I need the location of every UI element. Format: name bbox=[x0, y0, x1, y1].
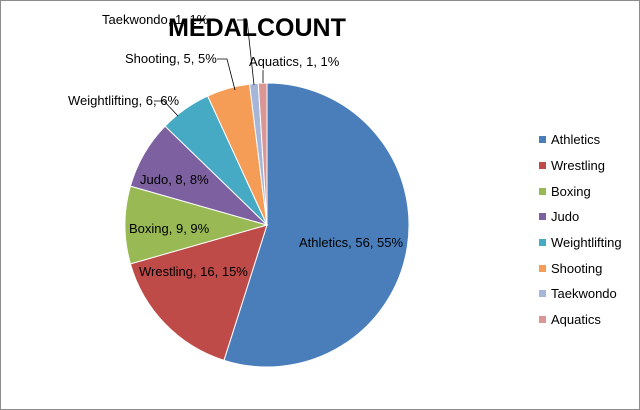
pie-slice-aquatics bbox=[257, 82, 268, 226]
legend-label: Shooting bbox=[551, 260, 603, 276]
legend-label: Judo bbox=[551, 209, 580, 225]
legend-item-weightlifting: Weightlifting bbox=[539, 230, 622, 256]
legend-swatch bbox=[539, 316, 546, 324]
leader-line-shooting bbox=[217, 58, 236, 91]
legend: Athletics Wrestling Boxing Judo Weightliftin… bbox=[539, 127, 622, 333]
data-label-aquatics: Aquatics, 1, 1% bbox=[249, 54, 340, 69]
data-label-taekwondo: Taekwondo, 1, 1% bbox=[102, 12, 209, 27]
legend-label: Aquatics bbox=[551, 312, 601, 328]
data-label-wrestling: Wrestling, 16, 15% bbox=[139, 264, 248, 279]
legend-item-shooting: Shooting bbox=[539, 255, 622, 281]
data-label-athletics: Athletics, 56, 55% bbox=[299, 235, 403, 250]
data-label-boxing: Boxing, 9, 9% bbox=[129, 221, 210, 236]
data-label-judo: Judo, 8, 8% bbox=[140, 172, 209, 187]
legend-swatch bbox=[539, 264, 546, 272]
data-label-shooting: Shooting, 5, 5% bbox=[125, 51, 217, 66]
legend-label: Athletics bbox=[551, 132, 601, 148]
legend-item-boxing: Boxing bbox=[539, 178, 622, 204]
legend-swatch bbox=[539, 213, 546, 221]
legend-item-wrestling: Wrestling bbox=[539, 153, 622, 179]
legend-label: Wrestling bbox=[551, 158, 605, 174]
leader-line-taekwondo bbox=[237, 19, 255, 86]
legend-item-taekwondo: Taekwondo bbox=[539, 281, 622, 307]
legend-item-athletics: Athletics bbox=[539, 127, 622, 153]
leader-line-weightlifting bbox=[154, 100, 179, 117]
legend-item-aquatics: Aquatics bbox=[539, 307, 622, 333]
legend-swatch bbox=[539, 290, 546, 298]
legend-label: Taekwondo bbox=[551, 286, 617, 302]
legend-label: Boxing bbox=[551, 183, 591, 199]
legend-swatch bbox=[539, 187, 546, 195]
legend-item-judo: Judo bbox=[539, 204, 622, 230]
legend-label: Weightlifting bbox=[551, 235, 622, 251]
data-label-weightlifting: Weightlifting, 6, 6% bbox=[68, 93, 179, 108]
legend-swatch bbox=[539, 162, 546, 170]
pie-slice-wrestling bbox=[129, 224, 268, 361]
chart-title: MEDALCOUNT bbox=[168, 14, 346, 42]
pie-slice-athletics bbox=[223, 82, 410, 368]
legend-swatch bbox=[539, 136, 546, 144]
legend-swatch bbox=[539, 239, 546, 247]
